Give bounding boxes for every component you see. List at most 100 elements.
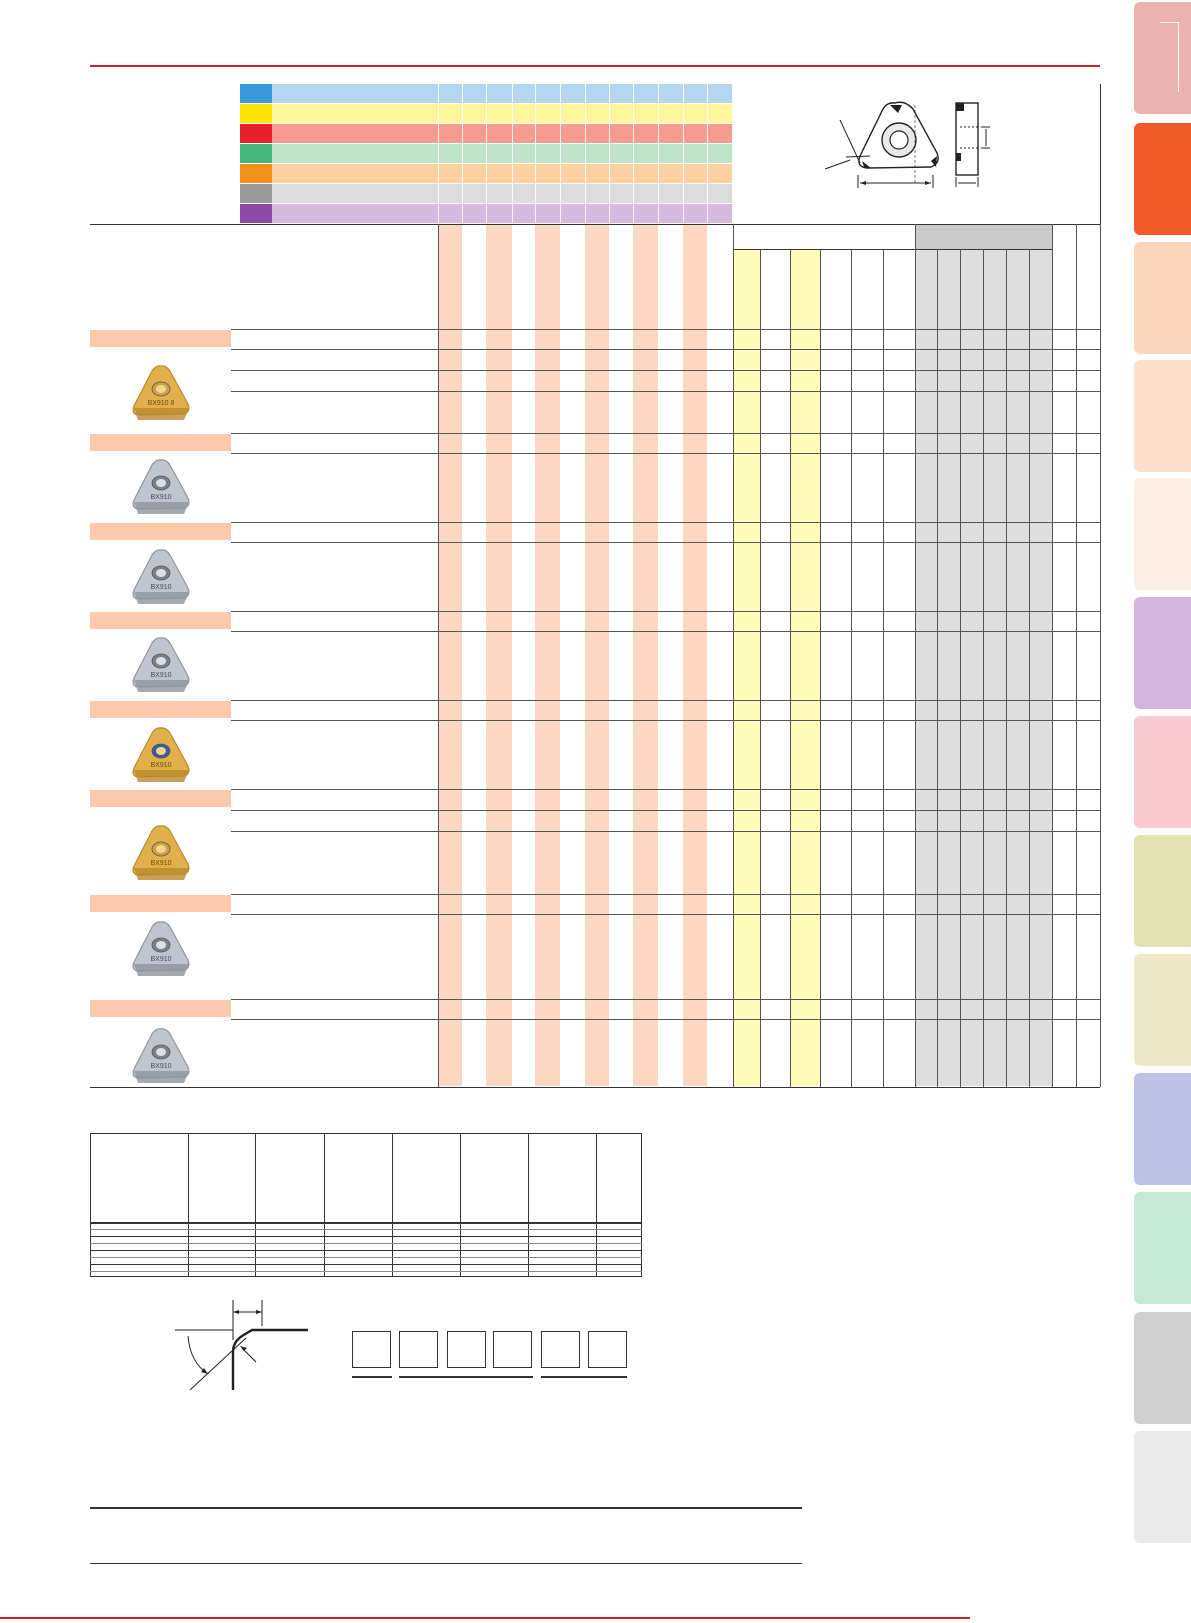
group-3-bar (90, 523, 231, 540)
grade-row-line (90, 1236, 642, 1237)
code-box-3 (447, 1331, 486, 1368)
table-row-line (231, 453, 1100, 454)
table-row-line (231, 370, 1100, 371)
peach-stripe (438, 224, 462, 1086)
group-5-insert-marking: BX910 (150, 762, 172, 769)
table-top-line (90, 224, 1100, 225)
table-row-line (231, 1019, 1100, 1020)
table-col-line (915, 224, 916, 1087)
grade-row-line (90, 1264, 642, 1265)
material-p-swatch (240, 84, 272, 103)
side-tab-mark (1178, 22, 1179, 92)
header-col-divider (585, 84, 586, 224)
grade-header-line (90, 1222, 642, 1224)
group-7-insert-image (132, 921, 190, 976)
group-8-insert-image (132, 1028, 190, 1083)
side-tab-12 (1134, 1312, 1191, 1424)
subheader-line (733, 249, 1052, 250)
material-s-band (272, 164, 733, 183)
grade-col-line (255, 1133, 256, 1277)
code-underline-3 (541, 1376, 627, 1378)
page-bottom-rule (0, 1617, 970, 1619)
grade-col-line (596, 1133, 597, 1277)
group-8-bar (90, 1000, 231, 1017)
side-tab-9 (1134, 954, 1191, 1066)
header-col-divider (732, 84, 733, 224)
grade-row-line (90, 1271, 642, 1272)
table-row-line (231, 329, 1100, 330)
group-4-bar (90, 612, 231, 629)
group-5-insert-image (132, 727, 190, 782)
header-col-divider (683, 84, 684, 224)
material-n-swatch (240, 144, 272, 163)
table-row-line (231, 914, 1100, 915)
peach-stripe (683, 224, 707, 1086)
table-col-line (1029, 249, 1030, 1087)
group-6-insert-image (132, 825, 190, 880)
group-7-insert-marking: BX910 (150, 956, 172, 963)
material-s-swatch (240, 164, 272, 183)
chamfer-edge-diagram (175, 1300, 308, 1391)
table-row-line (231, 700, 1100, 701)
table-row-line (231, 433, 1100, 434)
code-box-4 (493, 1331, 532, 1368)
material-k-band (272, 124, 733, 143)
table-row-line (231, 999, 1100, 1000)
side-tab-3 (1134, 242, 1191, 354)
side-tab-5 (1134, 478, 1191, 590)
header-col-divider (609, 84, 610, 224)
side-tab-mark (1160, 22, 1178, 23)
yellow-stripe (733, 249, 760, 1086)
side-tab-10 (1134, 1073, 1191, 1185)
table-col-line (1100, 224, 1101, 1087)
material-p-band (272, 84, 733, 103)
table-row-line (231, 720, 1100, 721)
header-col-divider (633, 84, 634, 224)
grade-row-line (90, 1250, 642, 1251)
material-o-swatch (240, 204, 272, 223)
table-row-line (231, 831, 1100, 832)
grade-col-line (324, 1133, 325, 1277)
code-underline-2 (399, 1376, 533, 1378)
side-tab-13 (1134, 1431, 1191, 1543)
group-1-insert-marking: BX910 8 (147, 400, 175, 407)
material-n-band (272, 144, 733, 163)
side-tab-1 (1134, 2, 1191, 114)
group-2-insert-marking: BX910 (150, 494, 172, 501)
header-col-divider (658, 84, 659, 224)
group-1-bar (90, 330, 231, 347)
code-box-5 (541, 1331, 580, 1368)
header-col-divider (560, 84, 561, 224)
table-col-line (1006, 249, 1007, 1087)
table-col-line (851, 249, 852, 1087)
table-col-line (790, 249, 791, 1087)
grade-col-line (460, 1133, 461, 1277)
table-row-line (231, 391, 1100, 392)
side-tab-7 (1134, 716, 1191, 828)
table-bottom-line (90, 1087, 1100, 1088)
table-row-line (231, 631, 1100, 632)
grade-row-line (90, 1257, 642, 1258)
table-col-line (820, 249, 821, 1087)
table-col-line (937, 249, 938, 1087)
side-tab-11 (1134, 1192, 1191, 1304)
table-row-line (231, 542, 1100, 543)
material-k-swatch (240, 124, 272, 143)
table-row-line (231, 349, 1100, 350)
code-underline-1 (352, 1376, 392, 1378)
footer-rule-top (90, 1507, 802, 1509)
table-row-line (231, 810, 1100, 811)
material-h-swatch (240, 184, 272, 203)
code-box-2 (399, 1331, 438, 1368)
grey-header (915, 224, 1052, 249)
side-tab-2 (1134, 123, 1191, 235)
grade-col-line (188, 1133, 189, 1277)
group-4-insert-image (132, 637, 190, 692)
table-col-line (760, 249, 761, 1087)
yellow-stripe (790, 249, 820, 1086)
grade-col-line (528, 1133, 529, 1277)
header-col-divider (512, 84, 513, 224)
group-3-insert-image (132, 549, 190, 604)
table-col-line (438, 224, 439, 1087)
group-6-bar (90, 790, 231, 807)
